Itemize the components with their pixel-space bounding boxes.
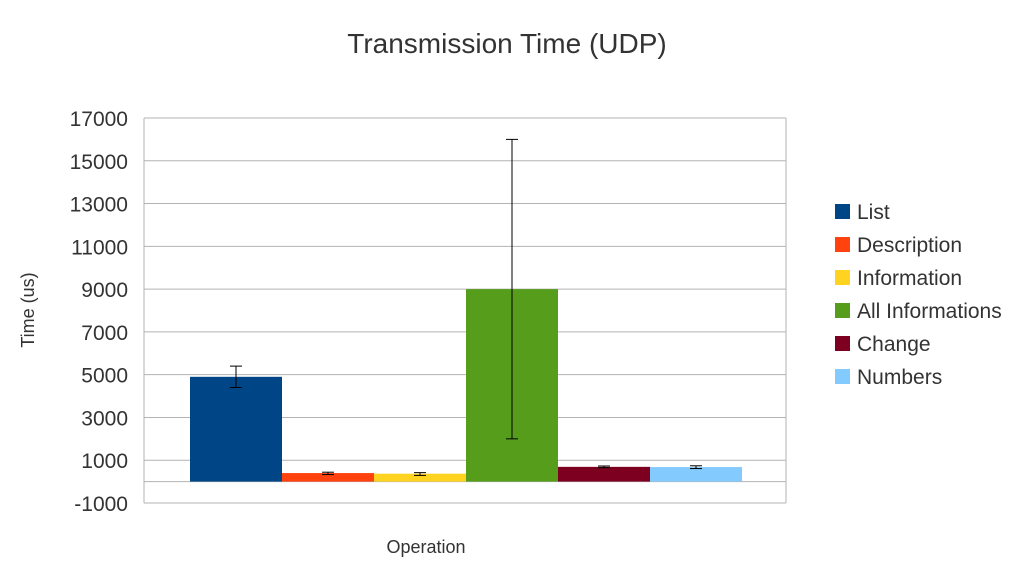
legend-swatch <box>835 270 850 285</box>
error-bars <box>230 138 702 476</box>
error-bar <box>414 472 426 476</box>
y-tick-label: 9000 <box>81 279 128 302</box>
y-tick-label: 5000 <box>81 365 128 388</box>
legend-label: Change <box>857 333 931 356</box>
legend-label: List <box>857 201 890 224</box>
legend-item: Change <box>835 333 931 356</box>
error-bar <box>690 465 702 470</box>
error-bar <box>230 365 242 388</box>
bars <box>190 289 742 482</box>
bar-numbers <box>650 467 742 482</box>
legend-swatch <box>835 303 850 318</box>
legend-item: Numbers <box>835 366 942 389</box>
legend-label: Numbers <box>857 366 942 389</box>
legend-item: All Informations <box>835 300 1002 323</box>
y-tick-label: 13000 <box>70 194 128 217</box>
legend: List Description Information All Informatio… <box>835 201 1002 389</box>
legend-item: Information <box>835 267 962 290</box>
chart-title: Transmission Time (UDP) <box>347 28 666 59</box>
legend-label: Information <box>857 267 962 290</box>
y-tick-label: 15000 <box>70 151 128 174</box>
y-axis-label: Time (us) <box>18 272 38 347</box>
error-bar <box>598 465 610 469</box>
legend-label: Description <box>857 234 962 257</box>
y-tick-label: 11000 <box>71 236 128 259</box>
legend-swatch <box>835 204 850 219</box>
x-axis-label: Operation <box>386 537 465 557</box>
error-bar <box>322 471 334 476</box>
legend-swatch <box>835 336 850 351</box>
error-bar <box>506 138 518 440</box>
bar-description <box>282 473 374 482</box>
legend-swatch <box>835 369 850 384</box>
bar-change <box>558 466 650 482</box>
y-tick-label: 17000 <box>70 108 128 131</box>
legend-item: Description <box>835 234 962 257</box>
legend-swatch <box>835 237 850 252</box>
y-tick-label: 7000 <box>81 322 128 345</box>
bar-list <box>190 376 282 482</box>
y-tick-labels: -1000 1000 3000 5000 7000 9000 11000 13000 15000… <box>70 108 128 516</box>
y-tick-label: 1000 <box>81 450 128 473</box>
y-tick-label: 3000 <box>81 407 128 430</box>
legend-item: List <box>835 201 890 224</box>
y-tick-label: -1000 <box>74 493 128 516</box>
legend-label: All Informations <box>857 300 1002 323</box>
bar-information <box>374 473 466 482</box>
